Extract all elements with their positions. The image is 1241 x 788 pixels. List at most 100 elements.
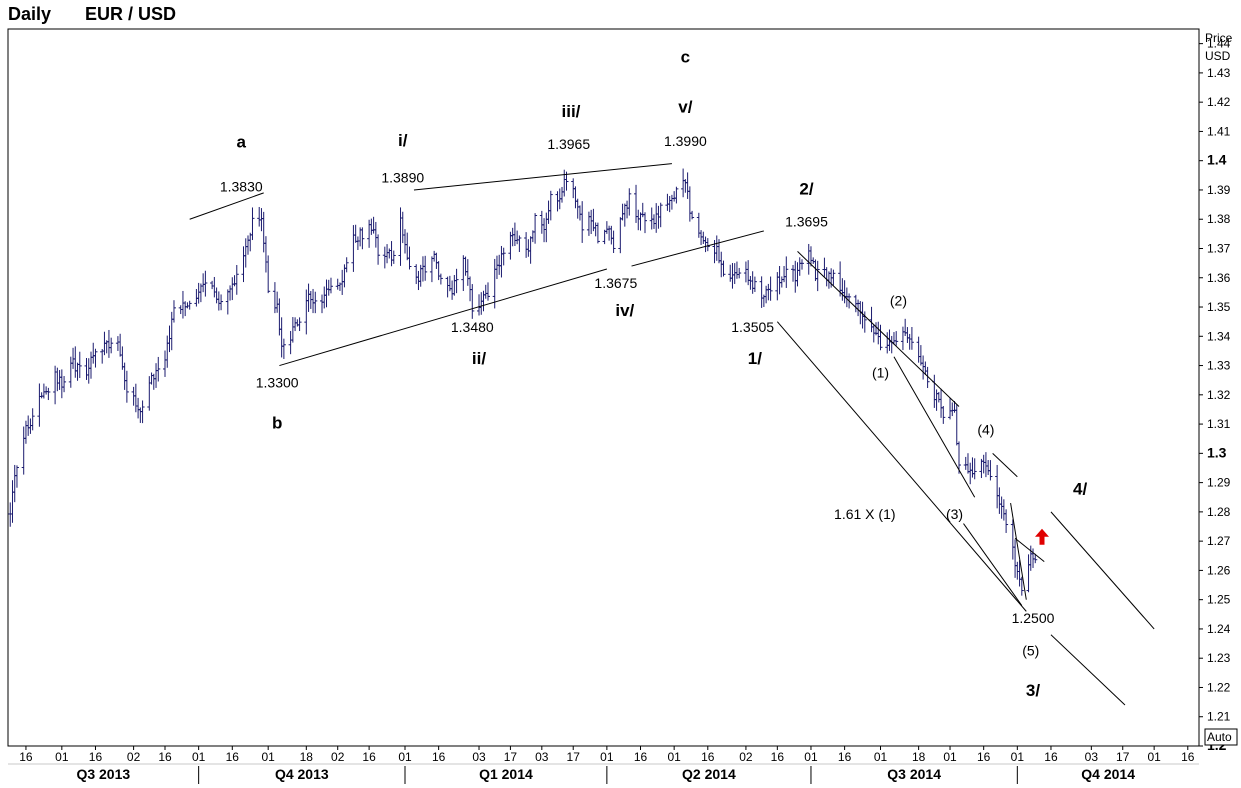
- ohlc-bar: [950, 402, 955, 417]
- ohlc-bar: [124, 370, 129, 403]
- ohlc-bar: [800, 259, 804, 270]
- ohlc-bar: [905, 327, 910, 344]
- ohlc-bar: [326, 279, 331, 296]
- ohlc-bar: [398, 207, 403, 266]
- ohlc-bar: [212, 276, 217, 298]
- ohlc-bar: [728, 264, 733, 282]
- ohlc-bar: [806, 243, 811, 275]
- trendline: [893, 356, 976, 498]
- date-tick-label: 01: [55, 750, 69, 764]
- ohlc-bar: [297, 317, 302, 331]
- ohlc-bar: [75, 362, 80, 381]
- ohlc-bar: [667, 196, 672, 213]
- ohlc-bar: [784, 256, 789, 288]
- ohlc-bar: [721, 260, 726, 277]
- ohlc-bar: [524, 232, 529, 258]
- date-tick-label: 17: [567, 750, 581, 764]
- ohlc-bar: [232, 275, 237, 287]
- ohlc-bar: [1019, 576, 1024, 596]
- ohlc-bar: [604, 221, 609, 234]
- ohlc-bar: [71, 347, 76, 369]
- ohlc-bar: [954, 404, 959, 446]
- ohlc-bar: [385, 244, 390, 264]
- ohlc-bar: [894, 331, 899, 346]
- ohlc-bar: [1013, 539, 1018, 578]
- ohlc-bar: [389, 241, 394, 267]
- ohlc-bar: [669, 194, 674, 210]
- ohlc-bar: [452, 275, 457, 296]
- ohlc-bar: [373, 221, 378, 248]
- price-level-label: (5): [1022, 642, 1039, 658]
- date-tick-label: 18: [912, 750, 926, 764]
- date-tick-label: 02: [331, 750, 345, 764]
- ohlc-bar: [986, 460, 991, 475]
- ohlc-bar: [194, 288, 199, 307]
- price-axis: Price USD 1.44 1.43 1.42 1.41 1.4 1.39 1.38 1.3…: [1198, 29, 1233, 753]
- ohlc-bar: [842, 280, 847, 304]
- price-tick-label: 1.36: [1207, 271, 1231, 285]
- price-tick-label: 1.23: [1207, 651, 1231, 665]
- ohlc-bar: [862, 311, 867, 333]
- price-level-label: (2): [890, 293, 907, 309]
- ohlc-bar: [909, 327, 914, 350]
- ohlc-bar: [577, 205, 582, 221]
- ohlc-bar: [120, 346, 125, 370]
- buy-arrow-icon: [1034, 528, 1049, 545]
- date-tick-label: 01: [943, 750, 957, 764]
- ohlc-bar: [248, 232, 253, 252]
- ohlc-bar: [420, 256, 425, 282]
- ohlc-bar: [777, 265, 782, 295]
- interval-label: Daily: [8, 4, 52, 24]
- scale-button-label[interactable]: Auto: [1207, 730, 1232, 744]
- ohlc-bar: [512, 222, 517, 247]
- symbol-label: EUR / USD: [85, 4, 177, 24]
- price-tick-label: 1.37: [1207, 241, 1231, 255]
- wave-label: i/: [398, 131, 408, 150]
- ohlc-bar: [250, 207, 255, 241]
- ohlc-bar: [560, 186, 565, 203]
- quarter-label: Q1 2014: [479, 766, 533, 782]
- date-tick-label: 16: [158, 750, 172, 764]
- ohlc-bar: [517, 235, 522, 253]
- ohlc-bar: [272, 282, 277, 314]
- price-level-label: 1.61 X (1): [834, 506, 895, 522]
- ohlc-bar: [263, 236, 268, 273]
- scale-button[interactable]: Auto: [1204, 728, 1238, 746]
- wave-label: c: [681, 48, 690, 67]
- ohlc-bar: [595, 222, 600, 244]
- quarter-label: Q3 2013: [76, 766, 130, 782]
- ohlc-bar: [968, 462, 973, 485]
- chart-header: Daily EUR / USD: [0, 0, 1241, 28]
- ohlc-bar: [216, 291, 221, 311]
- ohlc-bar: [589, 209, 594, 235]
- trendline: [1010, 503, 1027, 600]
- price-tick-label: 1.38: [1207, 212, 1231, 226]
- ohlc-bar: [306, 283, 311, 312]
- ohlc-bar: [436, 261, 441, 281]
- ohlc-bar: [932, 374, 937, 408]
- ohlc-bar: [934, 389, 939, 411]
- wave-label: 4/: [1073, 479, 1087, 498]
- ohlc-bar: [900, 326, 905, 351]
- ohlc-bar: [351, 225, 356, 272]
- ohlc-bar: [586, 211, 591, 236]
- price-level-label: 1.3695: [785, 214, 828, 230]
- ohlc-bar: [403, 229, 407, 254]
- ohlc-bar: [391, 250, 396, 264]
- ohlc-bar: [53, 365, 58, 405]
- ohlc-bar: [869, 306, 874, 333]
- ohlc-bar: [544, 212, 549, 243]
- trendline: [776, 321, 1027, 612]
- ohlc-bar: [429, 256, 434, 283]
- ohlc-bar: [14, 465, 19, 488]
- ohlc-bar: [611, 230, 616, 254]
- wave-label: ii/: [472, 349, 486, 368]
- ohlc-bar: [939, 388, 944, 418]
- ohlc-bar: [654, 203, 659, 233]
- ohlc-bar: [335, 278, 340, 290]
- price-tick-label: 1.25: [1207, 593, 1231, 607]
- ohlc-bar: [275, 291, 280, 313]
- ohlc-bar: [494, 255, 499, 280]
- ohlc-bar: [149, 372, 154, 385]
